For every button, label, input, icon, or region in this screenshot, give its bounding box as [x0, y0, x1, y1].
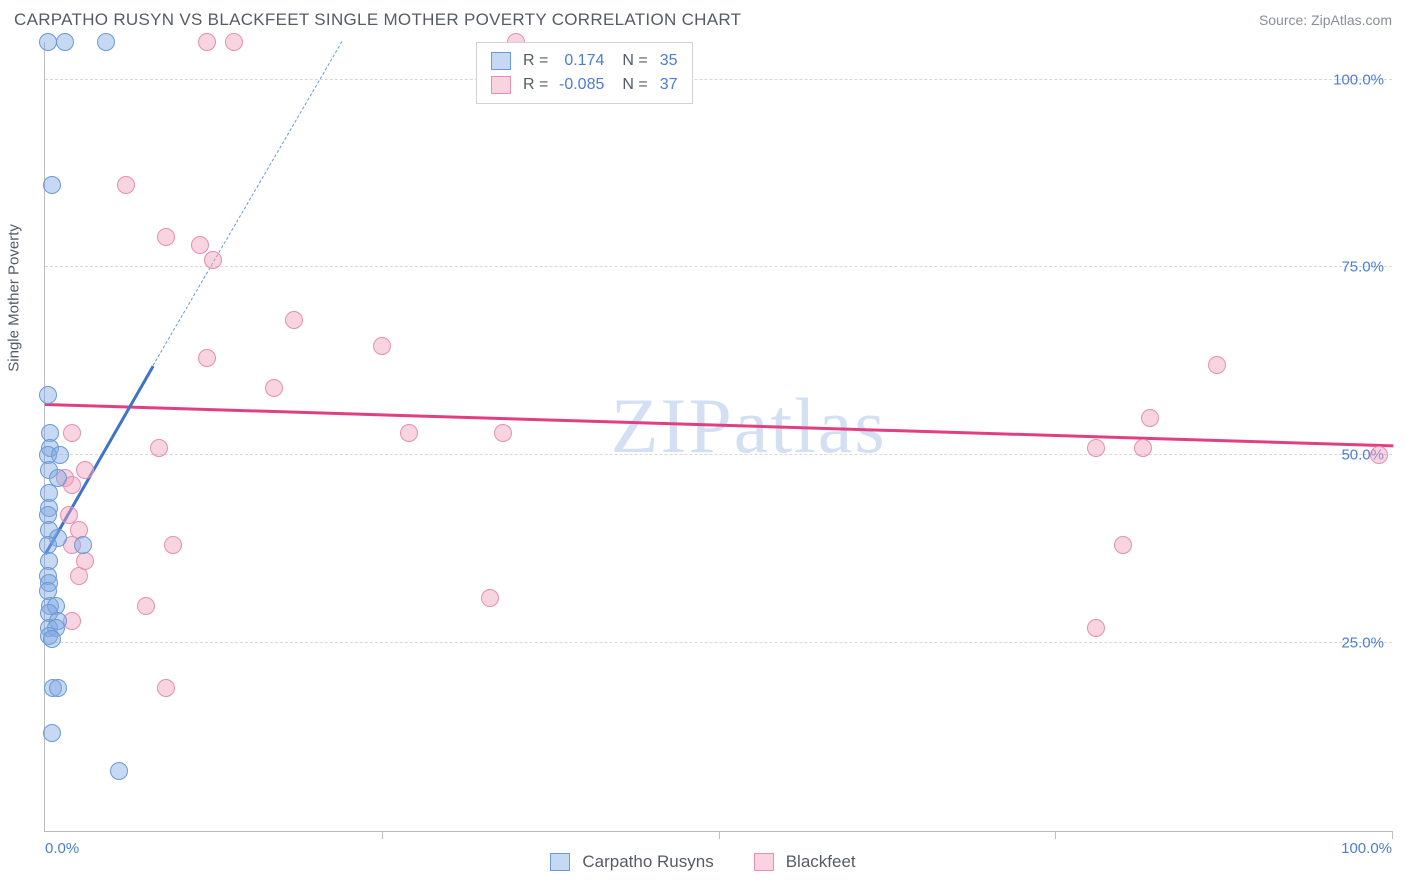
stats-row: R = 0.174 N = 35 — [491, 49, 677, 73]
scatter-point — [265, 379, 283, 397]
y-tick-label: 75.0% — [1341, 259, 1384, 276]
scatter-point — [1134, 439, 1152, 457]
scatter-point — [157, 228, 175, 246]
scatter-point — [150, 439, 168, 457]
swatch-b-icon — [754, 853, 774, 871]
scatter-point — [1087, 619, 1105, 637]
y-tick-label: 100.0% — [1333, 71, 1384, 88]
scatter-point — [1141, 409, 1159, 427]
legend-item-a: Carpatho Rusyns — [550, 852, 713, 872]
scatter-point — [198, 349, 216, 367]
grid-line-h — [45, 266, 1392, 267]
scatter-point — [76, 461, 94, 479]
trend-line — [45, 403, 1393, 447]
scatter-point — [481, 589, 499, 607]
scatter-point — [110, 762, 128, 780]
scatter-point — [70, 567, 88, 585]
scatter-point — [43, 724, 61, 742]
scatter-point — [198, 33, 216, 51]
scatter-point — [43, 176, 61, 194]
swatch-a-icon — [491, 52, 511, 70]
scatter-point — [117, 176, 135, 194]
scatter-point — [1114, 536, 1132, 554]
scatter-point — [494, 424, 512, 442]
grid-line-h — [45, 79, 1392, 80]
x-tick — [382, 831, 383, 839]
n-label: N = — [622, 76, 647, 94]
scatter-point — [191, 236, 209, 254]
r-value: -0.085 — [556, 76, 604, 94]
legend-label-a: Carpatho Rusyns — [582, 852, 713, 872]
x-tick — [1055, 831, 1056, 839]
source-label: Source: ZipAtlas.com — [1259, 12, 1392, 28]
scatter-point — [1087, 439, 1105, 457]
legend-label-b: Blackfeet — [786, 852, 856, 872]
scatter-point — [43, 630, 61, 648]
scatter-point — [49, 679, 67, 697]
scatter-point — [225, 33, 243, 51]
chart-title: CARPATHO RUSYN VS BLACKFEET SINGLE MOTHE… — [14, 10, 741, 30]
scatter-point — [204, 251, 222, 269]
scatter-point — [1208, 356, 1226, 374]
scatter-point — [56, 33, 74, 51]
stats-row: R = -0.085 N = 37 — [491, 73, 677, 97]
scatter-point — [373, 337, 391, 355]
scatter-point — [74, 536, 92, 554]
scatter-point — [39, 386, 57, 404]
n-value: 35 — [660, 52, 678, 70]
scatter-point — [63, 424, 81, 442]
scatter-point — [285, 311, 303, 329]
n-label: N = — [622, 52, 647, 70]
chart-header: CARPATHO RUSYN VS BLACKFEET SINGLE MOTHE… — [14, 10, 1392, 30]
scatter-point — [1370, 446, 1388, 464]
scatter-point — [39, 33, 57, 51]
grid-line-h — [45, 642, 1392, 643]
chart-container: Single Mother Poverty ZIPatlas 25.0%50.0… — [44, 42, 1392, 832]
n-value: 37 — [660, 76, 678, 94]
trend-line-extension — [152, 42, 342, 366]
scatter-point — [137, 597, 155, 615]
y-axis-label: Single Mother Poverty — [6, 224, 23, 372]
scatter-point — [157, 679, 175, 697]
swatch-a-icon — [550, 853, 570, 871]
x-tick — [1392, 831, 1393, 839]
r-value: 0.174 — [556, 52, 604, 70]
r-label: R = — [523, 76, 548, 94]
plot-area: ZIPatlas 25.0%50.0%75.0%100.0%0.0%100.0%… — [44, 42, 1392, 832]
scatter-point — [400, 424, 418, 442]
r-label: R = — [523, 52, 548, 70]
y-tick-label: 25.0% — [1341, 635, 1384, 652]
x-tick — [719, 831, 720, 839]
stats-legend: R = 0.174 N = 35 R = -0.085 N = 37 — [476, 42, 692, 104]
swatch-b-icon — [491, 76, 511, 94]
scatter-point — [97, 33, 115, 51]
grid-line-h — [45, 454, 1392, 455]
legend-item-b: Blackfeet — [754, 852, 856, 872]
scatter-point — [164, 536, 182, 554]
bottom-legend: Carpatho Rusyns Blackfeet — [0, 852, 1406, 872]
